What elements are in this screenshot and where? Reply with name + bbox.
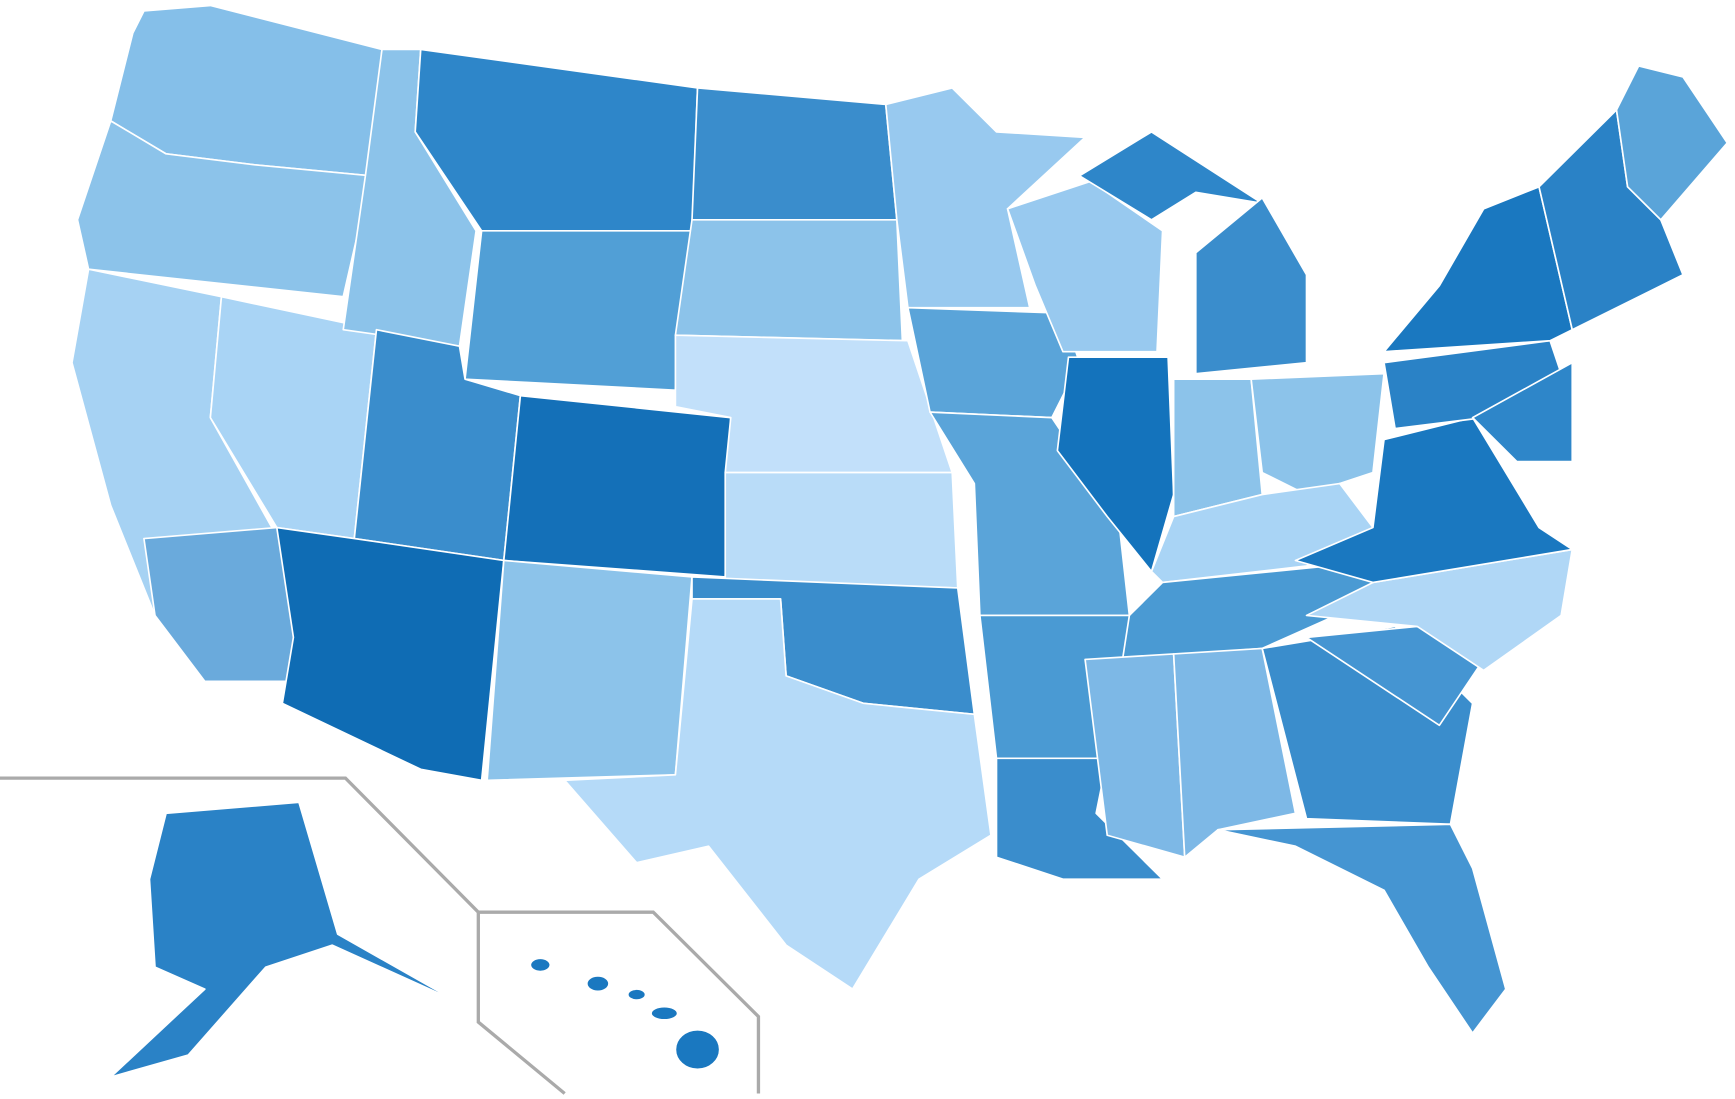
inset-border [478, 910, 761, 1094]
region [109, 801, 455, 1078]
region [275, 526, 505, 782]
region [1250, 372, 1385, 496]
region [691, 87, 898, 221]
region [674, 218, 904, 342]
region [1172, 647, 1297, 859]
region [1078, 131, 1264, 221]
region [1172, 378, 1264, 518]
region [486, 559, 693, 782]
region [1217, 823, 1507, 1034]
island [529, 957, 552, 973]
region [1615, 65, 1729, 221]
region [1294, 416, 1574, 584]
region [464, 229, 693, 391]
region [1194, 196, 1308, 375]
island [650, 1005, 679, 1021]
island [674, 1028, 721, 1071]
hawaii [529, 957, 721, 1071]
region [563, 598, 992, 990]
region [724, 471, 959, 589]
region [1471, 361, 1574, 463]
region [502, 394, 732, 578]
island [585, 975, 610, 993]
island [626, 988, 647, 1001]
